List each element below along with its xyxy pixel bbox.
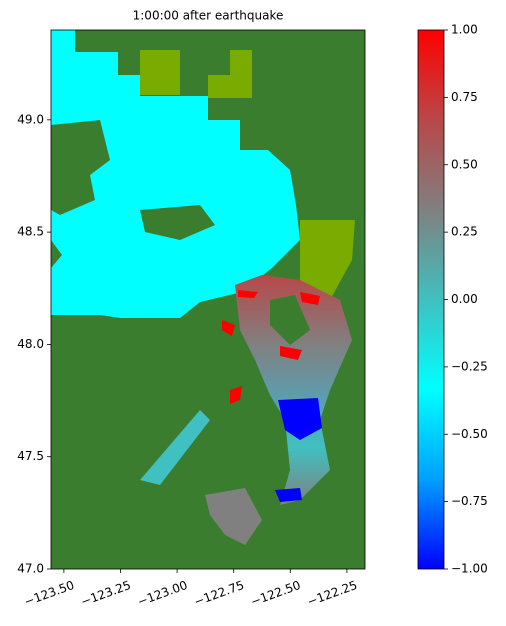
x-tick-label: −123.00 xyxy=(136,578,190,609)
inlet xyxy=(205,488,262,545)
highland xyxy=(140,50,180,95)
y-tick-label: 48.5 xyxy=(17,225,44,239)
y-tick-label: 47.5 xyxy=(17,449,44,463)
low-water xyxy=(275,488,302,502)
colorbar-tick-label: 0.00 xyxy=(451,292,478,306)
water xyxy=(51,30,300,318)
high-water xyxy=(222,320,235,336)
x-tick-label: −122.25 xyxy=(305,578,359,609)
colorbar-tick-label: 1.00 xyxy=(451,23,478,37)
x-tick-label: −123.25 xyxy=(79,578,133,609)
y-tick-label: 47.0 xyxy=(17,562,44,576)
puget-sound xyxy=(235,275,352,505)
colorbar-tick-label: 0.50 xyxy=(451,157,478,171)
low-water xyxy=(278,398,322,440)
colorbar-tick-label: 0.75 xyxy=(451,90,478,104)
colorbar-tick-label: −0.25 xyxy=(451,359,488,373)
high-water xyxy=(300,292,320,305)
highland xyxy=(208,50,252,98)
highland xyxy=(300,220,355,300)
x-tick-label: −123.50 xyxy=(22,578,76,609)
plot-frame xyxy=(50,29,366,570)
y-tick-label: 49.0 xyxy=(17,112,44,126)
chart-title: 1:00:00 after earthquake xyxy=(133,9,284,23)
island xyxy=(140,205,215,240)
map xyxy=(50,29,366,570)
y-tick-label: 48.0 xyxy=(17,337,44,351)
canal xyxy=(140,410,210,485)
high-water xyxy=(230,386,242,404)
colorbar-tick-label: 0.25 xyxy=(451,225,478,239)
x-tick-label: −122.50 xyxy=(249,578,303,609)
x-tick-label: −122.75 xyxy=(192,578,246,609)
colorbar-tick-label: −0.50 xyxy=(451,427,488,441)
high-water xyxy=(238,290,258,298)
colorbar-tick-label: −1.00 xyxy=(451,562,488,576)
land xyxy=(51,120,110,215)
colorbar-tick-label: −0.75 xyxy=(451,494,488,508)
high-water xyxy=(280,346,302,360)
island xyxy=(270,295,310,345)
colorbar xyxy=(417,29,445,570)
